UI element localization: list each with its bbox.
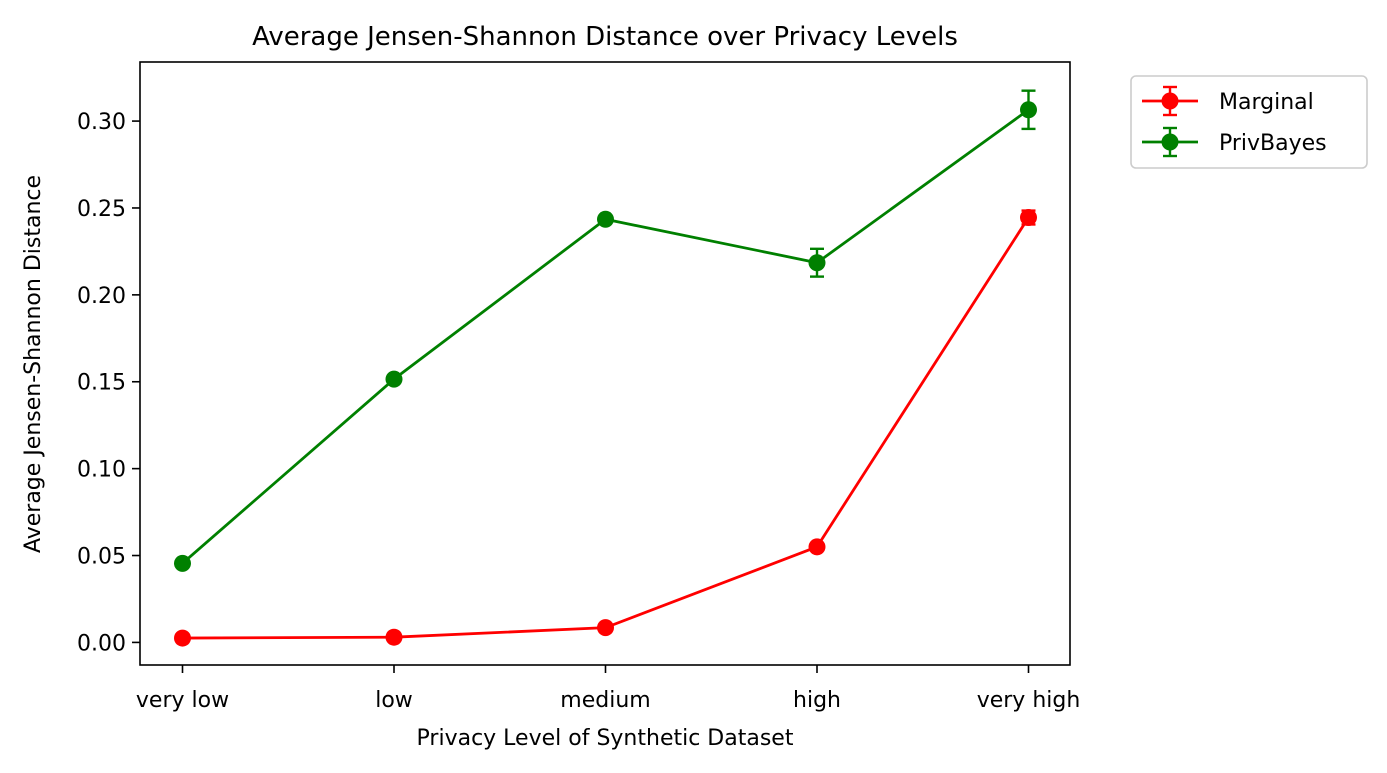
x-tick-label: very high [977, 688, 1081, 713]
y-tick-label: 0.05 [77, 545, 126, 570]
y-tick-label: 0.00 [77, 631, 126, 656]
legend-marker [1161, 92, 1179, 110]
x-tick-label: medium [560, 688, 650, 713]
data-point [385, 370, 403, 388]
legend-box [1130, 75, 1368, 169]
data-point [174, 629, 191, 647]
data-point [385, 628, 403, 646]
data-point [597, 210, 614, 228]
y-tick-label: 0.15 [77, 371, 126, 396]
data-point [174, 554, 191, 572]
legend-entries: Marginal PrivBayes [1142, 85, 1327, 158]
data-point [1020, 209, 1037, 227]
y-tick-label: 0.20 [77, 284, 126, 309]
data-point [808, 254, 826, 272]
legend-marker [1161, 133, 1179, 151]
legend: Marginal PrivBayes [1130, 75, 1368, 169]
legend-label: Marginal [1219, 90, 1314, 115]
x-tick-label: high [793, 688, 841, 713]
chart-title: Average Jensen-Shannon Distance over Pri… [252, 22, 958, 52]
y-tick-label: 0.25 [77, 197, 126, 222]
legend-entry-marginal: Marginal [1142, 85, 1314, 117]
y-axis-title: Average Jensen-Shannon Distance [21, 175, 46, 553]
series-line-privbayes [181, 108, 1030, 565]
series-privbayes [174, 89, 1037, 572]
data-point [808, 538, 826, 556]
plot-area [174, 89, 1037, 647]
x-axis: very low low medium high very high [136, 665, 1080, 713]
x-tick-label: very low [136, 688, 229, 713]
data-point [597, 619, 614, 637]
x-tick-label: low [375, 688, 413, 713]
series-marginal [174, 209, 1037, 647]
legend-entry-privbayes: PrivBayes [1142, 126, 1327, 158]
series-line-marginal [182, 216, 1030, 640]
y-axis: 0.00 0.05 0.10 0.15 0.20 0.25 0.30 [77, 110, 140, 656]
data-point [1020, 101, 1037, 119]
legend-label: PrivBayes [1219, 131, 1327, 156]
plot-frame [139, 61, 1071, 666]
y-tick-label: 0.30 [77, 110, 126, 135]
y-tick-label: 0.10 [77, 458, 126, 483]
x-axis-title: Privacy Level of Synthetic Dataset [417, 726, 794, 751]
